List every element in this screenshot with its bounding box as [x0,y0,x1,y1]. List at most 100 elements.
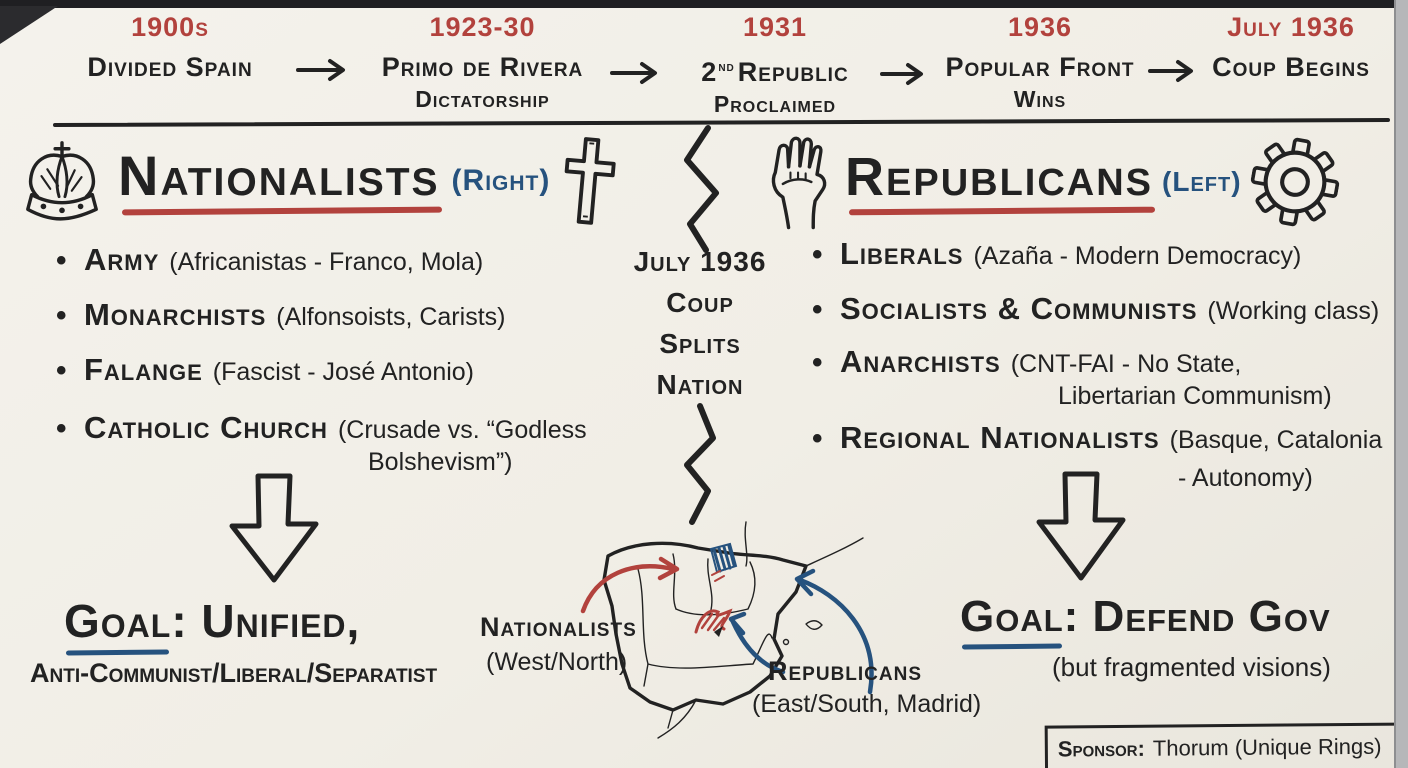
timeline-event-text: Republic [737,57,849,87]
nationalists-header: Nationalists (Right) [18,134,617,228]
bullet-catholic-church: Catholic Church (Crusade vs. “Godless [56,410,587,446]
nationalists-goal-sub: Anti-Communist/Liberal/Separatist [30,658,438,688]
timeline-event: Divided Spain [87,52,253,82]
republicans-header: Republicans (Left) [762,132,1339,232]
nationalists-goal: Goal: Unified, [64,594,361,656]
center-note-line: Splits [659,328,741,359]
timeline-item-1931: 1931 2nd Republic Proclaimed [655,12,895,119]
sponsor-box: Sponsor: Thorum (Unique Rings) [1044,722,1408,768]
bullet-anarchists: Anarchists (CNT-FAI - No State, [812,344,1241,380]
timeline-event-sub: Proclaimed [713,91,837,117]
faction-term: Anarchists [839,344,1001,379]
timeline-date: July 1936 [1227,12,1355,42]
bullet-regional-nationalists: Regional Nationalists (Basque, Catalonia [812,420,1382,456]
faction-detail: (Basque, Catalonia [1169,426,1383,454]
map-label-nationalists: Nationalists [480,612,637,642]
down-arrow-left [229,473,319,583]
madrid-marker [714,626,723,637]
bullet-catholic-church-cont: Bolshevism”) [368,448,513,476]
center-note-line: July 1936 [633,246,767,277]
bullet-anarchists-cont: Libertarian Communism) [1058,382,1332,410]
bullet-monarchists: Monarchists (Alfonsoists, Carists) [56,297,506,333]
center-note-line: Nation [656,369,744,400]
faction-term: Army [83,242,160,277]
board-corner-shadow [0,6,58,44]
map-sub-nationalists: (West/North) [486,648,628,676]
cross-icon [565,137,617,225]
nationalists-title: Nationalists [118,144,440,207]
nationalist-advance-arrow [580,556,680,614]
red-underline [121,206,442,216]
goal-word: Goal [64,595,172,647]
bullet-falange: Falange (Fascist - José Antonio) [56,352,474,388]
timeline-date: 1900s [131,12,209,42]
faction-detail: (Africanistas - Franco, Mola) [169,248,484,276]
goal-word-wrap: Goal [64,595,172,656]
nationalists-title-wrap: Nationalists [118,148,442,216]
bullet-regional-nationalists-cont: - Autonomy) [1178,464,1313,492]
bullet-socialists-communists: Socialists & Communists (Working class) [812,291,1379,327]
down-arrow-right [1036,471,1126,581]
map-sub-republicans: (East/South, Madrid) [752,690,982,718]
republicans-goal-sub: (but fragmented visions) [1052,652,1331,682]
gear-icon [1250,137,1339,227]
red-underline [848,206,1156,216]
nationalists-side-label: (Right) [451,164,551,197]
timeline-date: 1931 [742,12,808,42]
blue-underline [65,649,170,656]
goal-text: : Unified, [171,595,361,647]
republicans-title: Republicans [845,147,1154,207]
crown-icon [26,141,98,221]
center-split-note: July 1936 Coup Splits Nation [598,246,802,410]
timeline-item-july-1936: July 1936 Coup Begins [1180,12,1402,84]
faction-term: Monarchists [83,297,267,332]
zigzag-bottom [684,403,716,525]
board-right-edge [1394,0,1408,768]
timeline-item-1936: 1936 Popular Front Wins [920,12,1160,114]
faction-term: Falange [83,352,203,387]
timeline-date: 1923-30 [429,12,536,42]
faction-detail: (Alfonsoists, Carists) [276,303,506,331]
bullet-liberals: Liberals (Azaña - Modern Democracy) [812,236,1301,272]
divider-line [53,118,1390,127]
blue-underline [961,643,1062,650]
basque-hatch [709,542,738,574]
timeline-event: Primo de Rivera [381,52,584,82]
bullet-army: Army (Africanistas - Franco, Mola) [56,242,483,278]
timeline-item-1900s: 1900s Divided Spain [20,12,320,84]
faction-term: Regional Nationalists [839,420,1160,455]
timeline-event-sub: Wins [1013,86,1067,112]
map-label-republicans: Republicans [768,656,923,686]
faction-term: Catholic Church [83,410,328,445]
center-note-line: Coup [666,287,734,318]
ordinal-number: 2 [701,57,718,87]
board-top-edge [0,0,1408,8]
faction-detail: (CNT-FAI - No State, [1010,350,1242,378]
goal-word: Goal [960,592,1064,641]
goal-text: : Defend Gov [1063,592,1331,641]
faction-term: Socialists & Communists [839,291,1198,326]
sponsor-label: Sponsor: [1057,735,1145,762]
faction-detail: (Azaña - Modern Democracy) [973,242,1302,270]
faction-detail: (Fascist - José Antonio) [212,358,475,386]
timeline-event: 2nd Republic [655,50,895,89]
faction-term: Liberals [839,236,964,271]
goal-word-wrap: Goal [960,592,1064,650]
raised-fist-icon [771,136,827,230]
sponsor-text: Thorum (Unique Rings) [1152,733,1382,761]
republicans-side-label: (Left) [1162,166,1242,197]
timeline-event-sub: Dictatorship [415,86,550,112]
timeline-event: Popular Front [945,52,1135,82]
timeline-date: 1936 [1007,12,1073,42]
faction-detail: (Working class) [1207,297,1380,325]
timeline-event: Coup Begins [1212,52,1370,82]
faction-detail: (Crusade vs. “Godless [337,416,587,444]
ordinal-suffix: nd [718,59,735,75]
republicans-title-wrap: Republicans [845,147,1156,216]
republicans-goal: Goal: Defend Gov [960,592,1331,650]
madrid-pocket [694,608,733,634]
front-line-marks [711,570,725,582]
timeline-item-1923-30: 1923-30 Primo de Rivera Dictatorship [345,12,620,114]
zigzag-top [684,125,719,253]
